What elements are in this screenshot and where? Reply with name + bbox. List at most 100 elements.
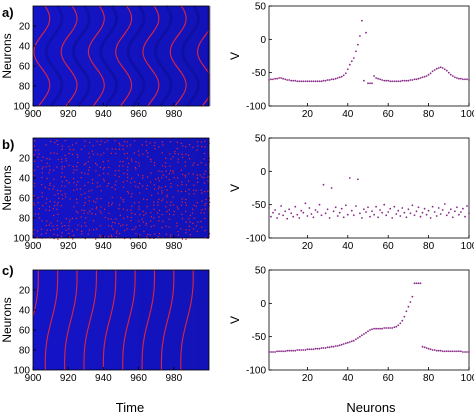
spike-dot bbox=[123, 140, 125, 143]
spike-dot bbox=[170, 183, 172, 185]
data-point bbox=[330, 78, 333, 81]
data-point bbox=[381, 327, 383, 330]
spike-dot bbox=[196, 149, 198, 151]
spike-dot bbox=[103, 178, 105, 180]
spike-front bbox=[122, 270, 136, 371]
spike-dot bbox=[33, 185, 35, 187]
spike-dot bbox=[99, 144, 101, 146]
data-point bbox=[296, 213, 299, 216]
spike-dot bbox=[89, 156, 91, 158]
data-point bbox=[385, 79, 388, 82]
spike-dot bbox=[83, 212, 85, 214]
spike-dot bbox=[207, 180, 209, 182]
spike-dot bbox=[75, 217, 77, 219]
spike-dot bbox=[95, 201, 97, 203]
data-point bbox=[282, 214, 284, 217]
data-point bbox=[282, 77, 284, 80]
spike-dot bbox=[41, 220, 43, 222]
spike-dot bbox=[49, 229, 52, 231]
spike-dot bbox=[88, 190, 90, 192]
spike-dot bbox=[53, 238, 55, 240]
spike-dot bbox=[189, 144, 191, 146]
wave-trough bbox=[44, 5, 64, 107]
spike-dot bbox=[170, 170, 172, 172]
voltage-profile-b: 20 40 60 80 100 50 0 -50 -100 V bbox=[228, 134, 474, 253]
spike-dot bbox=[112, 228, 114, 230]
spike-dot bbox=[41, 168, 43, 170]
x-tick-label: 980 bbox=[165, 241, 182, 252]
spike-dot bbox=[134, 213, 136, 215]
x-tick-label: 920 bbox=[60, 109, 77, 120]
spike-dot bbox=[44, 186, 46, 189]
data-point bbox=[304, 349, 307, 351]
spike-dot bbox=[33, 154, 35, 156]
data-point bbox=[454, 76, 456, 79]
spike-dot bbox=[200, 212, 202, 214]
spike-dot bbox=[52, 208, 54, 210]
spike-dot bbox=[204, 170, 207, 172]
spike-dot bbox=[147, 152, 149, 154]
spike-dot bbox=[41, 184, 43, 186]
spike-dot bbox=[200, 141, 202, 143]
data-point bbox=[401, 319, 404, 322]
data-point bbox=[280, 77, 282, 79]
spike-dot bbox=[102, 168, 105, 170]
spike-dot bbox=[138, 206, 140, 208]
panel-label-c: c) bbox=[2, 263, 14, 278]
spike-dot bbox=[193, 184, 195, 186]
y-tick-label: 80 bbox=[19, 82, 31, 93]
spike-dot bbox=[84, 197, 87, 199]
data-point bbox=[429, 348, 432, 351]
spike-dot bbox=[200, 162, 202, 164]
data-point bbox=[423, 207, 426, 210]
y-tick-label: 50 bbox=[255, 266, 267, 277]
spike-dot bbox=[62, 198, 64, 200]
spike-dot bbox=[155, 178, 157, 180]
spike-dot bbox=[64, 185, 66, 187]
data-point bbox=[456, 206, 458, 209]
spike-dot bbox=[58, 197, 60, 199]
spike-dot bbox=[123, 230, 126, 232]
y-tick-label: 100 bbox=[13, 102, 30, 113]
data-point bbox=[363, 208, 365, 211]
x-tick-label: 960 bbox=[130, 109, 147, 120]
spike-dot bbox=[123, 217, 125, 219]
data-point bbox=[456, 350, 458, 353]
spike-dot bbox=[130, 196, 132, 198]
x-tick-label: 40 bbox=[342, 241, 354, 252]
spike-dot bbox=[130, 220, 132, 222]
spike-dot bbox=[61, 172, 63, 174]
spike-dot bbox=[181, 218, 184, 220]
spike-dot bbox=[142, 221, 145, 223]
spike-dot bbox=[203, 212, 205, 214]
spike-dot bbox=[122, 186, 125, 188]
spike-dot bbox=[180, 142, 182, 144]
spike-dot bbox=[60, 176, 62, 178]
data-point bbox=[403, 315, 406, 318]
spike-dot bbox=[46, 162, 48, 164]
spike-dot bbox=[65, 229, 67, 231]
spike-dot bbox=[185, 204, 188, 206]
spike-dot bbox=[68, 221, 70, 223]
data-point bbox=[334, 77, 337, 80]
spike-dot bbox=[96, 198, 98, 200]
data-point bbox=[276, 77, 278, 80]
spike-dot bbox=[166, 196, 168, 198]
spike-dot bbox=[54, 141, 56, 144]
data-point bbox=[460, 77, 462, 80]
data-point bbox=[355, 205, 357, 207]
spike-dot bbox=[195, 205, 197, 207]
spike-dot bbox=[154, 162, 156, 164]
spike-dot bbox=[153, 204, 155, 206]
spike-dot bbox=[68, 164, 70, 167]
spike-dot bbox=[87, 181, 89, 184]
spike-dot bbox=[150, 212, 152, 214]
spike-dot bbox=[61, 158, 63, 160]
spike-dot bbox=[127, 190, 129, 193]
spike-dot bbox=[100, 212, 102, 214]
spike-dot bbox=[157, 236, 159, 238]
data-point bbox=[391, 327, 394, 329]
data-point bbox=[431, 205, 434, 208]
data-point bbox=[413, 214, 416, 217]
spike-dot bbox=[165, 162, 167, 164]
